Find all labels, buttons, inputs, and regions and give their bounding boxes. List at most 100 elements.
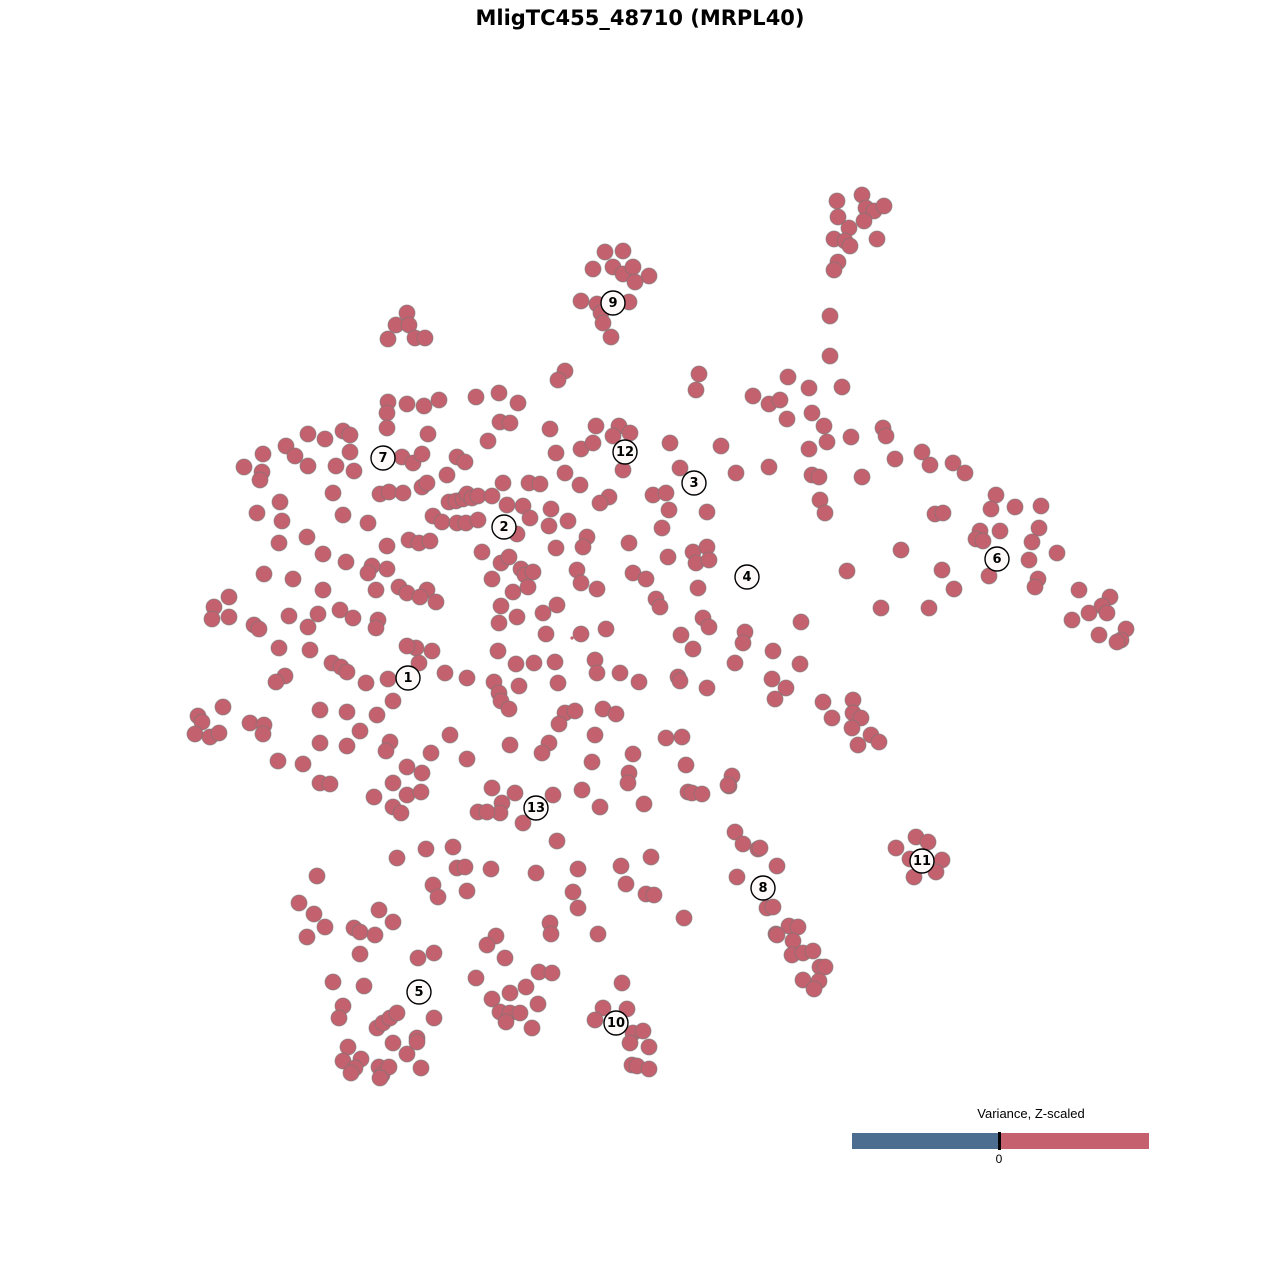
data-point (877, 427, 895, 445)
data-point (384, 774, 402, 792)
data-point (331, 601, 349, 619)
data-point (394, 484, 412, 502)
data-point (524, 563, 542, 581)
cluster-label-circle (370, 445, 396, 471)
data-point (677, 756, 695, 774)
data-point (324, 484, 342, 502)
data-point (537, 625, 555, 643)
data-point (299, 457, 317, 475)
cluster-label-text: 2 (499, 520, 508, 535)
data-point (771, 391, 789, 409)
data-point (413, 764, 431, 782)
data-point (534, 604, 552, 622)
data-point (602, 328, 620, 346)
data-point (583, 753, 601, 771)
data-point (299, 425, 317, 443)
data-point (814, 693, 832, 711)
data-point (675, 909, 693, 927)
data-point (779, 368, 797, 386)
cluster-label-circle (603, 1010, 629, 1036)
data-point (671, 672, 689, 690)
data-point (367, 619, 385, 637)
data-point (624, 745, 642, 763)
data-point (371, 1069, 389, 1087)
data-point (956, 464, 974, 482)
data-point (327, 457, 345, 475)
data-point (875, 197, 893, 215)
data-point (501, 736, 519, 754)
data-point (359, 564, 377, 582)
data-point (467, 388, 485, 406)
cluster-label-circle (984, 546, 1010, 572)
data-point (248, 504, 266, 522)
data-point (803, 404, 821, 422)
data-point (186, 725, 204, 743)
data-point (614, 242, 632, 260)
data-point (379, 330, 397, 348)
data-point (321, 775, 339, 793)
data-point (273, 512, 291, 530)
data-point (341, 426, 359, 444)
data-point (544, 786, 562, 804)
data-point (456, 858, 474, 876)
data-point (413, 445, 431, 463)
data-point (380, 1058, 398, 1076)
cluster-label-text: 4 (742, 570, 751, 585)
data-point (870, 733, 888, 751)
cluster-label-text: 6 (992, 552, 1001, 567)
data-point (436, 664, 454, 682)
data-point (314, 545, 332, 563)
data-point (945, 580, 963, 598)
data-point (504, 583, 522, 601)
data-point (596, 243, 614, 261)
cluster-label-text: 13 (527, 801, 545, 816)
cluster-label-13: 13 (523, 795, 549, 821)
data-point (483, 779, 501, 797)
data-point (489, 642, 507, 660)
data-point (833, 378, 851, 396)
cluster-label-text: 7 (378, 451, 387, 466)
data-point (698, 503, 716, 521)
data-point (384, 913, 402, 931)
data-point (698, 679, 716, 697)
data-point (458, 750, 476, 768)
data-point (548, 832, 566, 850)
cluster-label-text: 11 (913, 854, 931, 869)
data-point (521, 509, 539, 527)
cluster-label-circle (523, 795, 549, 821)
data-point (1032, 497, 1050, 515)
data-point (388, 1004, 406, 1022)
data-point (267, 673, 285, 691)
cluster-label-text: 8 (758, 881, 767, 896)
data-point (751, 839, 769, 857)
cluster-label-circle (681, 470, 707, 496)
data-point (634, 1022, 652, 1040)
data-point (510, 677, 528, 695)
cluster-label-text: 12 (616, 445, 634, 460)
data-point (571, 476, 589, 494)
data-point (511, 1004, 529, 1022)
data-point (444, 838, 462, 856)
data-point (458, 669, 476, 687)
data-point (365, 788, 383, 806)
data-point (913, 443, 931, 461)
data-point (920, 599, 938, 617)
data-point (744, 387, 762, 405)
data-point (357, 674, 375, 692)
cluster-label-text: 1 (403, 671, 412, 686)
data-point (270, 534, 288, 552)
data-point (584, 260, 602, 278)
data-point (412, 1059, 430, 1077)
data-point (345, 462, 363, 480)
data-point (828, 192, 846, 210)
data-point (1080, 604, 1098, 622)
data-point (280, 607, 298, 625)
data-point (408, 1033, 426, 1051)
data-point (496, 949, 514, 967)
data-point (653, 519, 671, 537)
data-point (588, 664, 606, 682)
data-point (689, 579, 707, 597)
data-point (700, 618, 718, 636)
data-point (417, 840, 435, 858)
data-point (661, 434, 679, 452)
